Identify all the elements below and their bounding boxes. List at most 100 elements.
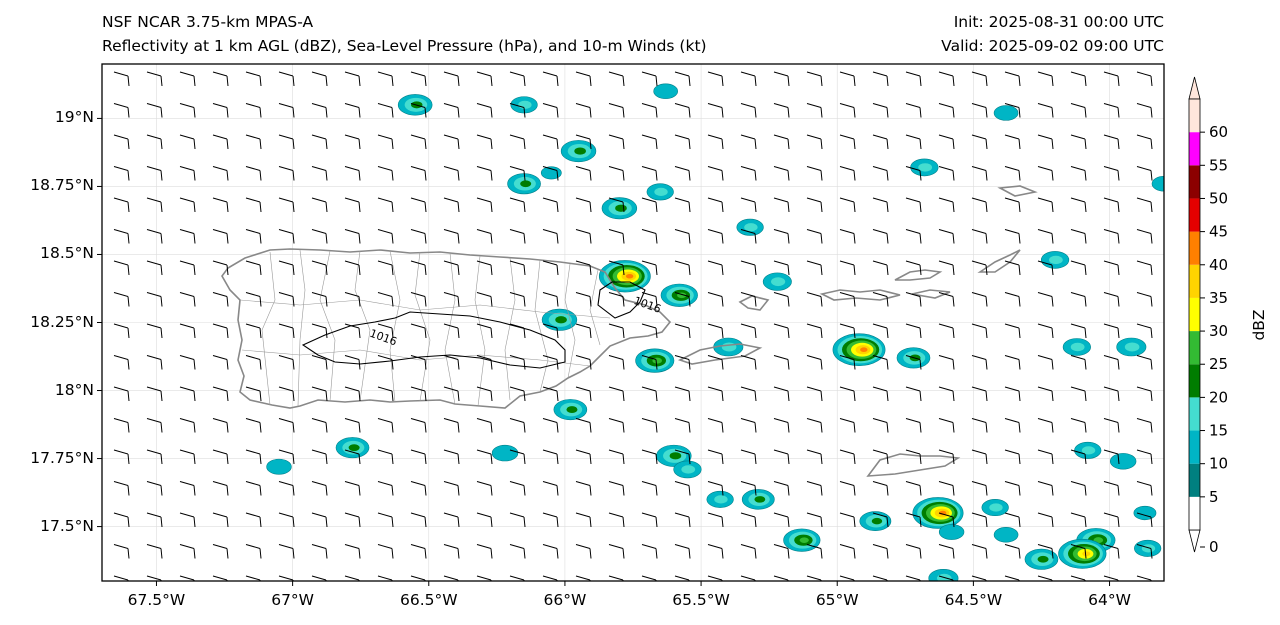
wind-barb xyxy=(542,260,559,276)
wind-barb xyxy=(1004,386,1021,402)
reflectivity-cell xyxy=(1134,539,1162,557)
wind-barb xyxy=(938,418,955,433)
wind-barb xyxy=(740,323,757,339)
wind-barb xyxy=(245,260,262,276)
wind-barb xyxy=(839,575,855,581)
wind-barb xyxy=(179,260,196,276)
wind-barbs-layer xyxy=(113,71,1153,581)
wind-barb xyxy=(1070,355,1087,370)
wind-barb xyxy=(476,166,493,181)
wind-barb xyxy=(1037,355,1054,370)
wind-barb xyxy=(476,323,493,339)
wind-barb xyxy=(146,103,163,118)
wind-barb xyxy=(410,512,427,528)
colorbar-extend-top xyxy=(1188,76,1201,100)
wind-barb xyxy=(575,103,592,118)
wind-barb xyxy=(1136,386,1153,402)
wind-barb xyxy=(1103,544,1120,559)
wind-barb xyxy=(740,260,757,276)
wind-barb xyxy=(245,323,262,339)
wind-barb xyxy=(773,71,790,87)
wind-barb xyxy=(806,355,823,370)
colorbar-segment xyxy=(1189,297,1200,332)
colorbar-tick-label: 55 xyxy=(1209,156,1228,174)
wind-barb xyxy=(674,103,691,118)
wind-barb xyxy=(245,449,262,465)
wind-barb xyxy=(377,355,394,370)
wind-barb xyxy=(509,197,526,213)
lat-tick-label: 19°N xyxy=(54,108,94,127)
wind-barb xyxy=(872,134,889,150)
colorbar-tick-label: 25 xyxy=(1209,355,1228,373)
wind-barb xyxy=(1136,197,1153,213)
reflectivity-cell xyxy=(673,460,702,479)
lon-tick-label: 67°W xyxy=(271,591,315,609)
wind-barb xyxy=(146,386,163,402)
wind-barb xyxy=(1004,260,1021,276)
wind-barb xyxy=(1103,197,1120,213)
wind-barb xyxy=(344,134,361,150)
wind-barb xyxy=(146,260,163,276)
wind-barb xyxy=(278,481,295,496)
lon-tick-label: 64.5°W xyxy=(944,591,1003,609)
wind-barb xyxy=(1004,71,1021,87)
wind-barb xyxy=(377,418,394,433)
municipal-boundaries xyxy=(239,249,611,407)
wind-barb xyxy=(344,323,361,339)
wind-barb xyxy=(1070,323,1087,339)
wind-barb xyxy=(542,71,559,87)
wind-barb xyxy=(410,71,427,87)
wind-barb xyxy=(707,544,724,559)
wind-barb xyxy=(179,449,196,465)
wind-barb xyxy=(938,323,955,339)
wind-barb xyxy=(113,166,130,181)
wind-barb xyxy=(443,449,460,465)
reflectivity-cell xyxy=(1058,538,1107,569)
wind-barb xyxy=(245,197,262,213)
wind-barb xyxy=(113,418,130,433)
wind-barb xyxy=(179,512,196,528)
wind-barb xyxy=(1004,449,1021,465)
wind-barb xyxy=(377,197,394,213)
wind-barb xyxy=(1136,449,1153,465)
reflectivity-contour xyxy=(1048,255,1063,265)
wind-barb xyxy=(542,229,559,244)
init-time: Init: 2025-08-31 00:00 UTC xyxy=(953,13,1164,31)
wind-barb xyxy=(278,418,295,433)
wind-barb xyxy=(377,386,394,402)
wind-barb xyxy=(740,134,757,150)
colorbar-label: dBZ xyxy=(1250,309,1268,340)
wind-barb xyxy=(608,386,625,402)
lon-tick-label: 66.5°W xyxy=(399,591,458,609)
wind-barb xyxy=(509,229,526,244)
colorbar-tick-label: 60 xyxy=(1209,123,1228,141)
wind-barb xyxy=(971,292,988,307)
wind-barb xyxy=(1103,71,1120,87)
wind-barb xyxy=(905,229,922,244)
lon-tick-label: 66°W xyxy=(543,591,587,609)
wind-barb xyxy=(971,418,988,433)
wind-barb xyxy=(641,103,658,118)
wind-barb xyxy=(971,134,988,150)
wind-barb xyxy=(608,449,625,465)
st-john-coastline xyxy=(894,269,943,281)
wind-barb xyxy=(905,260,922,276)
wind-barb xyxy=(938,71,955,87)
wind-barb xyxy=(1037,512,1054,528)
wind-barb xyxy=(641,355,658,370)
wind-barb xyxy=(839,71,856,87)
wind-barb xyxy=(1136,71,1153,87)
wind-barb xyxy=(542,512,559,528)
reflectivity-cell xyxy=(266,458,292,475)
wind-barb xyxy=(905,292,922,307)
colorbar-segment xyxy=(1189,331,1200,365)
wind-barb xyxy=(707,260,724,276)
colorbar-tick-label: 5 xyxy=(1209,488,1219,506)
wind-barb xyxy=(608,418,625,433)
wind-barb xyxy=(806,229,823,244)
colorbar-segment xyxy=(1189,132,1200,166)
wind-barb xyxy=(278,71,295,87)
wind-barb xyxy=(443,575,459,581)
wind-barb xyxy=(872,166,889,181)
wind-barb xyxy=(608,71,625,87)
